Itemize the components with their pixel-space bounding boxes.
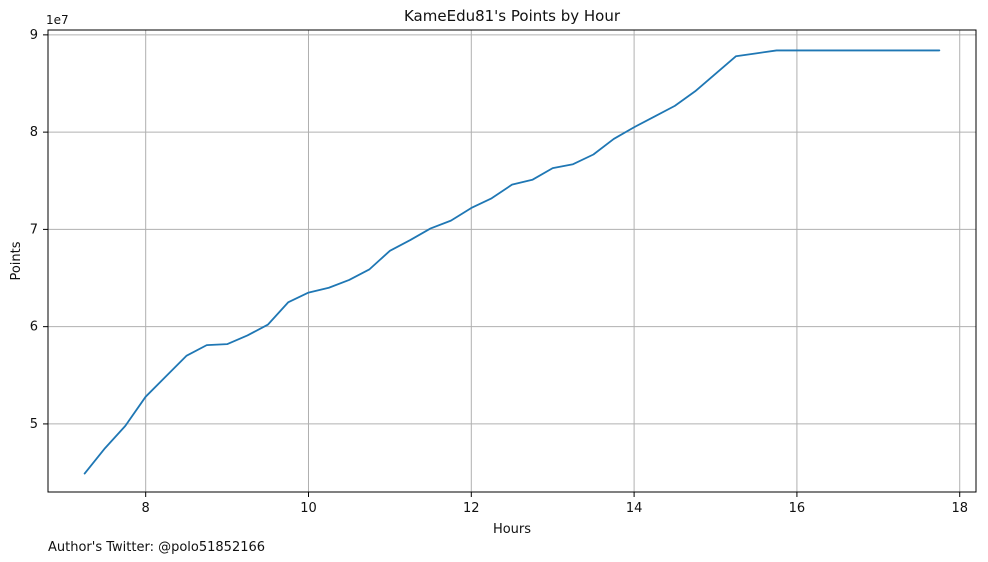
x-tick-label: 16 [789, 501, 806, 516]
plot-frame [47, 29, 977, 493]
x-tick-label: 8 [142, 501, 150, 516]
y-tick-label: 8 [30, 125, 38, 140]
y-tick-label: 7 [30, 222, 38, 237]
tick-layer: 8 10 12 14 16 18 5 6 7 8 9 [30, 28, 968, 516]
y-tick-label: 9 [30, 28, 38, 43]
y-tick-label: 6 [30, 320, 38, 335]
series-layer [83, 49, 941, 475]
y-axis-label: Points [9, 241, 24, 280]
x-tick-label: 14 [626, 501, 643, 516]
grid-layer [48, 30, 976, 492]
x-tick-label: 12 [463, 501, 480, 516]
chart-title: KameEdu81's Points by Hour [404, 7, 621, 25]
x-tick-label: 18 [951, 501, 968, 516]
x-tick-label: 10 [300, 501, 317, 516]
series-line [83, 49, 941, 475]
x-axis-label: Hours [493, 522, 531, 537]
y-offset-label: 1e7 [46, 13, 69, 27]
author-credit: Author's Twitter: @polo51852166 [48, 540, 265, 555]
y-tick-label: 5 [30, 417, 38, 432]
